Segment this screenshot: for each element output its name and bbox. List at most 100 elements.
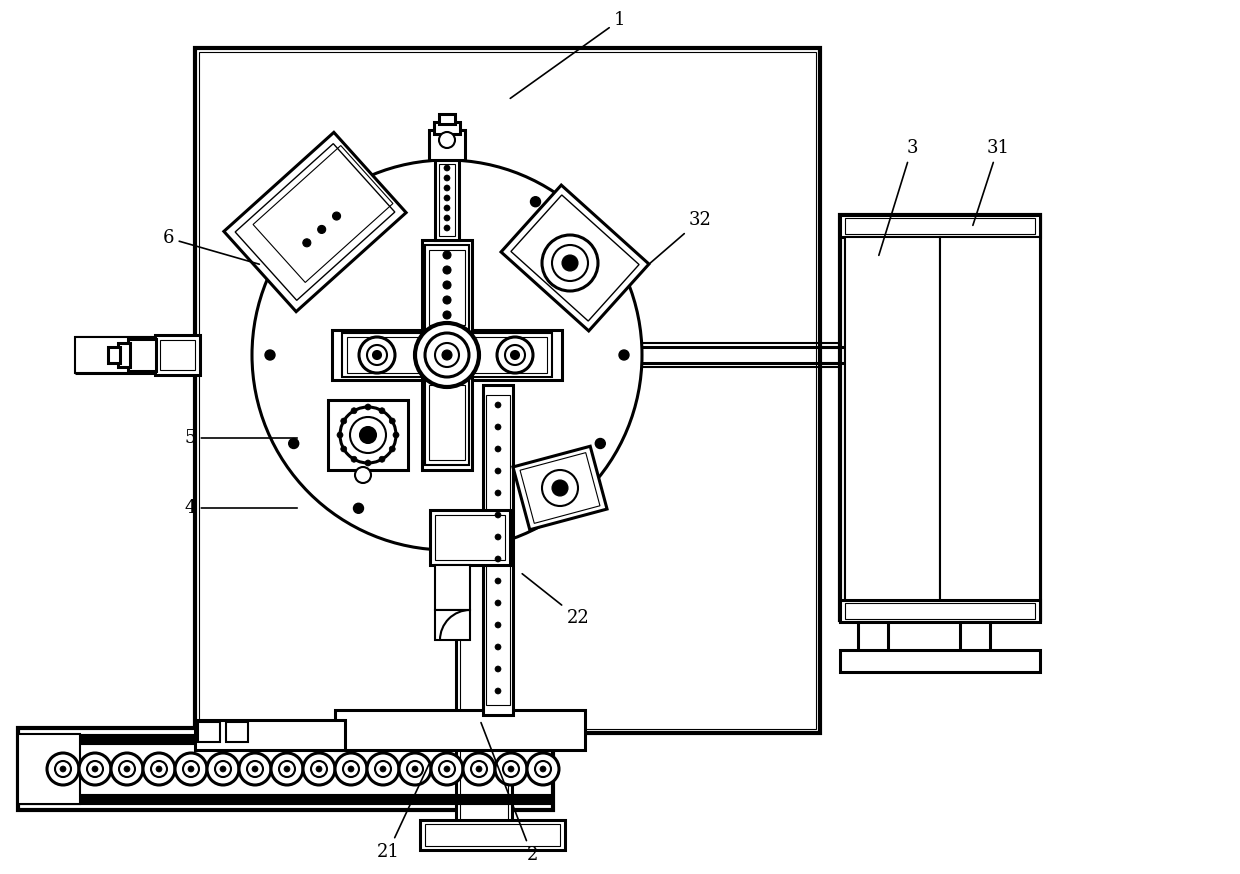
Bar <box>347 337 422 373</box>
Bar <box>467 333 552 377</box>
Circle shape <box>247 761 263 777</box>
Bar <box>19 728 553 810</box>
Bar <box>839 650 1040 672</box>
Bar <box>960 622 990 652</box>
Circle shape <box>360 337 396 373</box>
Text: 2: 2 <box>481 723 538 864</box>
Circle shape <box>379 456 384 462</box>
Circle shape <box>444 225 450 231</box>
Text: 1: 1 <box>510 11 626 99</box>
Circle shape <box>508 766 515 772</box>
Bar <box>486 395 510 705</box>
Circle shape <box>444 185 450 191</box>
Text: 32: 32 <box>650 211 712 263</box>
Bar <box>329 400 408 470</box>
Circle shape <box>389 418 396 424</box>
Polygon shape <box>501 185 649 331</box>
Circle shape <box>353 197 363 207</box>
Circle shape <box>365 460 371 466</box>
Bar <box>422 240 472 470</box>
Bar <box>195 720 345 750</box>
Circle shape <box>353 503 363 513</box>
Bar <box>839 215 1040 237</box>
Bar <box>128 339 156 371</box>
Circle shape <box>542 470 578 506</box>
Circle shape <box>443 251 451 259</box>
Bar <box>155 335 200 375</box>
Circle shape <box>393 432 399 438</box>
Circle shape <box>355 467 371 483</box>
Bar <box>484 385 513 715</box>
Bar <box>839 600 1040 622</box>
Circle shape <box>303 239 311 246</box>
Circle shape <box>495 446 501 452</box>
Circle shape <box>495 644 501 650</box>
Circle shape <box>476 766 482 772</box>
Circle shape <box>495 753 527 785</box>
Bar <box>435 160 459 240</box>
Circle shape <box>332 212 341 220</box>
Bar <box>439 114 455 124</box>
Circle shape <box>539 766 546 772</box>
Circle shape <box>119 761 135 777</box>
Circle shape <box>79 753 112 785</box>
Circle shape <box>379 408 384 413</box>
Circle shape <box>311 761 327 777</box>
Circle shape <box>432 753 463 785</box>
Bar <box>198 52 816 729</box>
Circle shape <box>219 766 226 772</box>
Circle shape <box>289 439 299 448</box>
Circle shape <box>439 761 455 777</box>
Bar <box>434 122 460 134</box>
Circle shape <box>495 556 501 562</box>
Circle shape <box>441 350 453 360</box>
Circle shape <box>184 761 198 777</box>
Circle shape <box>503 761 520 777</box>
Circle shape <box>495 666 501 672</box>
Circle shape <box>495 402 501 408</box>
Circle shape <box>435 343 459 367</box>
Circle shape <box>495 688 501 694</box>
Text: 21: 21 <box>377 765 429 861</box>
Circle shape <box>143 753 175 785</box>
Circle shape <box>412 766 418 772</box>
Circle shape <box>279 761 295 777</box>
Circle shape <box>351 456 357 462</box>
Bar <box>844 220 1035 615</box>
Bar <box>844 218 1035 234</box>
Bar <box>435 610 470 640</box>
Circle shape <box>351 408 357 413</box>
Circle shape <box>289 261 299 272</box>
Circle shape <box>441 173 453 183</box>
Circle shape <box>379 766 386 772</box>
Circle shape <box>505 345 525 365</box>
Bar <box>332 330 562 380</box>
Circle shape <box>443 296 451 304</box>
Circle shape <box>316 766 322 772</box>
Circle shape <box>463 753 495 785</box>
Bar <box>435 515 505 560</box>
Circle shape <box>317 225 326 233</box>
Bar <box>160 340 195 370</box>
Bar <box>858 622 888 652</box>
Circle shape <box>542 235 598 291</box>
Bar <box>19 794 553 804</box>
Circle shape <box>444 175 450 181</box>
Circle shape <box>552 480 568 496</box>
Circle shape <box>207 753 239 785</box>
Circle shape <box>303 753 335 785</box>
Bar <box>429 130 465 160</box>
Circle shape <box>444 215 450 221</box>
Bar <box>435 565 470 610</box>
Circle shape <box>47 753 79 785</box>
Bar <box>335 710 585 750</box>
Circle shape <box>443 311 451 319</box>
Circle shape <box>341 418 347 424</box>
Circle shape <box>531 197 541 207</box>
Circle shape <box>495 622 501 628</box>
Circle shape <box>367 345 387 365</box>
Circle shape <box>534 761 551 777</box>
Circle shape <box>495 490 501 496</box>
Bar <box>226 722 248 742</box>
Circle shape <box>151 761 167 777</box>
